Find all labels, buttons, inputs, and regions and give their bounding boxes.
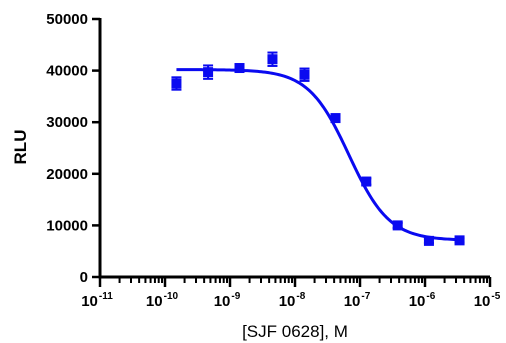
data-point [361, 176, 372, 187]
fit-curve-layer [176, 68, 460, 242]
data-point [203, 67, 214, 78]
x-tick-label: 10-5 [474, 291, 501, 310]
data-point [234, 63, 245, 74]
data-point [423, 235, 434, 246]
data-point [330, 113, 341, 124]
data-point [267, 54, 278, 65]
y-tick-label: 20000 [46, 166, 88, 183]
y-tick-label: 10000 [46, 217, 88, 234]
data-points [171, 51, 465, 246]
x-tick-label: 10-9 [214, 291, 241, 310]
fit-curve [176, 68, 460, 242]
y-tick-label: 0 [80, 269, 88, 286]
data-point [299, 69, 310, 80]
x-tick-label: 10-6 [409, 291, 436, 310]
data-point [454, 235, 465, 246]
data-point [392, 220, 403, 231]
x-axis-title: [SJF 0628], M [242, 322, 348, 341]
ticks: 0 10000 20000 30000 40000 50000 10-11 10-10 10-9… [46, 11, 500, 310]
x-tick-label: 10-11 [81, 291, 113, 310]
data-point [171, 78, 182, 89]
y-tick-label: 50000 [46, 11, 88, 28]
x-tick-label: 10-10 [146, 291, 179, 310]
x-tick-label: 10-7 [344, 291, 371, 310]
x-tick-label: 10-8 [279, 291, 306, 310]
y-axis-title: RLU [11, 130, 30, 165]
y-tick-label: 40000 [46, 63, 88, 80]
y-tick-label: 30000 [46, 114, 88, 131]
